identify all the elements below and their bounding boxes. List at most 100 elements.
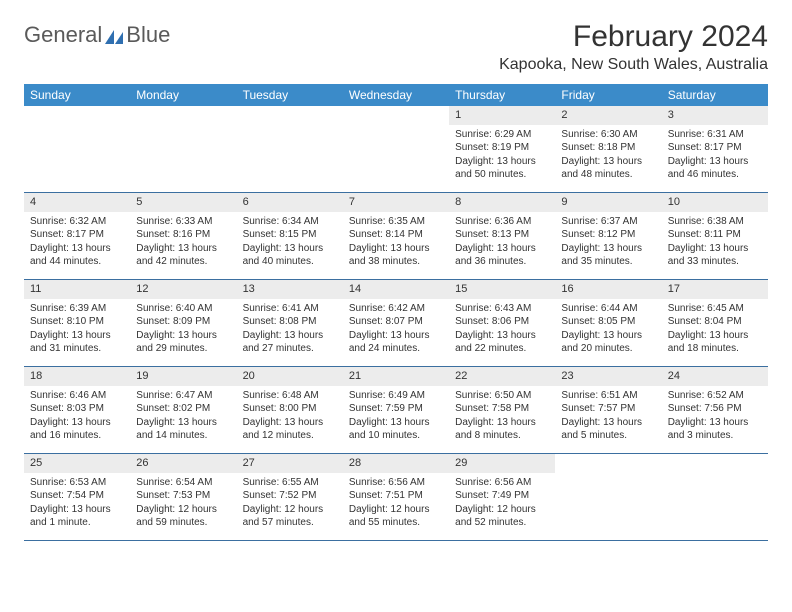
day-number: 25 — [24, 454, 130, 473]
day-cell — [130, 106, 236, 192]
day-cell: 28Sunrise: 6:56 AMSunset: 7:51 PMDayligh… — [343, 454, 449, 540]
day-number: 11 — [24, 280, 130, 299]
day-cell: 21Sunrise: 6:49 AMSunset: 7:59 PMDayligh… — [343, 367, 449, 453]
sunset-text: Sunset: 8:02 PM — [136, 402, 230, 416]
week-row: 1Sunrise: 6:29 AMSunset: 8:19 PMDaylight… — [24, 106, 768, 193]
day-number: 24 — [662, 367, 768, 386]
daylight-text-1: Daylight: 13 hours — [455, 155, 549, 169]
sunrise-text: Sunrise: 6:42 AM — [349, 302, 443, 316]
day-cell: 24Sunrise: 6:52 AMSunset: 7:56 PMDayligh… — [662, 367, 768, 453]
sunset-text: Sunset: 8:00 PM — [243, 402, 337, 416]
sunrise-text: Sunrise: 6:39 AM — [30, 302, 124, 316]
day-body: Sunrise: 6:55 AMSunset: 7:52 PMDaylight:… — [237, 473, 343, 534]
daylight-text-1: Daylight: 13 hours — [668, 242, 762, 256]
day-body: Sunrise: 6:34 AMSunset: 8:15 PMDaylight:… — [237, 212, 343, 273]
daylight-text-1: Daylight: 13 hours — [349, 329, 443, 343]
sunrise-text: Sunrise: 6:50 AM — [455, 389, 549, 403]
daylight-text-2: and 3 minutes. — [668, 429, 762, 443]
day-cell: 10Sunrise: 6:38 AMSunset: 8:11 PMDayligh… — [662, 193, 768, 279]
daylight-text-1: Daylight: 13 hours — [243, 329, 337, 343]
day-number: 4 — [24, 193, 130, 212]
daylight-text-1: Daylight: 13 hours — [349, 242, 443, 256]
day-cell: 6Sunrise: 6:34 AMSunset: 8:15 PMDaylight… — [237, 193, 343, 279]
calendar: SundayMondayTuesdayWednesdayThursdayFrid… — [24, 84, 768, 541]
sunset-text: Sunset: 8:16 PM — [136, 228, 230, 242]
daylight-text-2: and 35 minutes. — [561, 255, 655, 269]
sunset-text: Sunset: 7:49 PM — [455, 489, 549, 503]
day-cell: 17Sunrise: 6:45 AMSunset: 8:04 PMDayligh… — [662, 280, 768, 366]
day-number — [555, 454, 661, 472]
daylight-text-2: and 57 minutes. — [243, 516, 337, 530]
daylight-text-2: and 55 minutes. — [349, 516, 443, 530]
weekday-thursday: Thursday — [449, 84, 555, 106]
daylight-text-1: Daylight: 13 hours — [30, 503, 124, 517]
day-cell: 2Sunrise: 6:30 AMSunset: 8:18 PMDaylight… — [555, 106, 661, 192]
day-number: 8 — [449, 193, 555, 212]
sunset-text: Sunset: 8:06 PM — [455, 315, 549, 329]
daylight-text-1: Daylight: 12 hours — [455, 503, 549, 517]
daylight-text-1: Daylight: 13 hours — [668, 329, 762, 343]
day-cell: 19Sunrise: 6:47 AMSunset: 8:02 PMDayligh… — [130, 367, 236, 453]
day-number: 27 — [237, 454, 343, 473]
day-number: 10 — [662, 193, 768, 212]
sunrise-text: Sunrise: 6:49 AM — [349, 389, 443, 403]
day-body: Sunrise: 6:47 AMSunset: 8:02 PMDaylight:… — [130, 386, 236, 447]
daylight-text-2: and 33 minutes. — [668, 255, 762, 269]
sunrise-text: Sunrise: 6:51 AM — [561, 389, 655, 403]
daylight-text-1: Daylight: 13 hours — [561, 329, 655, 343]
day-cell: 27Sunrise: 6:55 AMSunset: 7:52 PMDayligh… — [237, 454, 343, 540]
sunset-text: Sunset: 7:51 PM — [349, 489, 443, 503]
day-body: Sunrise: 6:45 AMSunset: 8:04 PMDaylight:… — [662, 299, 768, 360]
daylight-text-2: and 14 minutes. — [136, 429, 230, 443]
daylight-text-1: Daylight: 12 hours — [349, 503, 443, 517]
daylight-text-2: and 16 minutes. — [30, 429, 124, 443]
daylight-text-1: Daylight: 13 hours — [30, 329, 124, 343]
day-number — [237, 106, 343, 124]
day-body: Sunrise: 6:44 AMSunset: 8:05 PMDaylight:… — [555, 299, 661, 360]
day-number: 26 — [130, 454, 236, 473]
daylight-text-1: Daylight: 13 hours — [455, 416, 549, 430]
sunrise-text: Sunrise: 6:32 AM — [30, 215, 124, 229]
sunset-text: Sunset: 7:57 PM — [561, 402, 655, 416]
sunset-text: Sunset: 8:17 PM — [668, 141, 762, 155]
weekday-monday: Monday — [130, 84, 236, 106]
day-number: 18 — [24, 367, 130, 386]
day-body: Sunrise: 6:53 AMSunset: 7:54 PMDaylight:… — [24, 473, 130, 534]
daylight-text-1: Daylight: 13 hours — [668, 155, 762, 169]
day-cell — [662, 454, 768, 540]
daylight-text-1: Daylight: 12 hours — [243, 503, 337, 517]
daylight-text-1: Daylight: 13 hours — [561, 242, 655, 256]
daylight-text-2: and 5 minutes. — [561, 429, 655, 443]
day-cell: 22Sunrise: 6:50 AMSunset: 7:58 PMDayligh… — [449, 367, 555, 453]
sunrise-text: Sunrise: 6:34 AM — [243, 215, 337, 229]
day-number: 13 — [237, 280, 343, 299]
daylight-text-2: and 52 minutes. — [455, 516, 549, 530]
day-body: Sunrise: 6:56 AMSunset: 7:49 PMDaylight:… — [449, 473, 555, 534]
sunset-text: Sunset: 8:13 PM — [455, 228, 549, 242]
daylight-text-2: and 12 minutes. — [243, 429, 337, 443]
day-number: 28 — [343, 454, 449, 473]
sunset-text: Sunset: 8:04 PM — [668, 315, 762, 329]
day-body: Sunrise: 6:52 AMSunset: 7:56 PMDaylight:… — [662, 386, 768, 447]
sunset-text: Sunset: 8:08 PM — [243, 315, 337, 329]
day-number — [24, 106, 130, 124]
sunset-text: Sunset: 8:17 PM — [30, 228, 124, 242]
sunrise-text: Sunrise: 6:35 AM — [349, 215, 443, 229]
daylight-text-1: Daylight: 13 hours — [136, 242, 230, 256]
weekday-friday: Friday — [555, 84, 661, 106]
sunset-text: Sunset: 7:52 PM — [243, 489, 337, 503]
daylight-text-2: and 42 minutes. — [136, 255, 230, 269]
week-row: 25Sunrise: 6:53 AMSunset: 7:54 PMDayligh… — [24, 454, 768, 541]
daylight-text-2: and 10 minutes. — [349, 429, 443, 443]
day-cell: 7Sunrise: 6:35 AMSunset: 8:14 PMDaylight… — [343, 193, 449, 279]
daylight-text-2: and 24 minutes. — [349, 342, 443, 356]
day-body: Sunrise: 6:48 AMSunset: 8:00 PMDaylight:… — [237, 386, 343, 447]
daylight-text-2: and 59 minutes. — [136, 516, 230, 530]
logo: General Blue — [24, 22, 170, 48]
day-body: Sunrise: 6:50 AMSunset: 7:58 PMDaylight:… — [449, 386, 555, 447]
daylight-text-2: and 38 minutes. — [349, 255, 443, 269]
sunrise-text: Sunrise: 6:46 AM — [30, 389, 124, 403]
day-number — [662, 454, 768, 472]
day-body: Sunrise: 6:39 AMSunset: 8:10 PMDaylight:… — [24, 299, 130, 360]
week-row: 18Sunrise: 6:46 AMSunset: 8:03 PMDayligh… — [24, 367, 768, 454]
